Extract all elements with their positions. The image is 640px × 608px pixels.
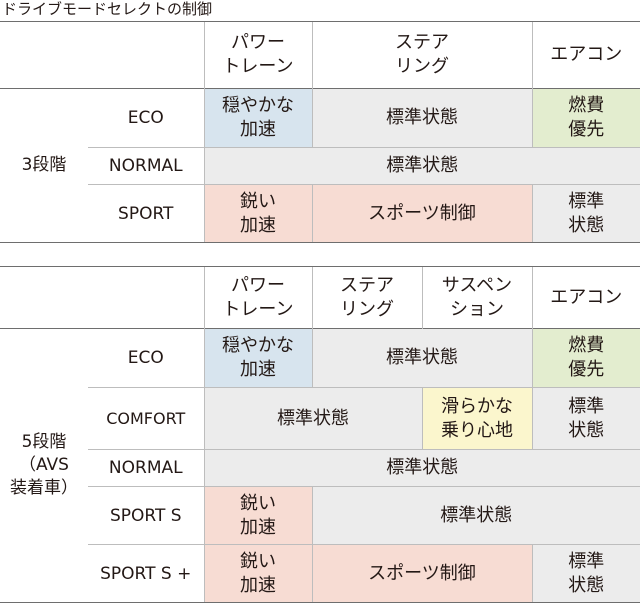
cell-text: 状態	[568, 419, 605, 441]
cell-sport-powertrain: 鋭い 加速	[203, 184, 312, 243]
cell-eco-powertrain: 穏やかな 加速	[203, 88, 312, 148]
cell-normal-all: 標準状態	[203, 449, 640, 487]
header-powertrain-line1: パワー	[231, 274, 285, 296]
header-powertrain: パワー トレーン	[203, 21, 312, 89]
cell-text: 状態	[568, 214, 605, 236]
cell-sport-s-rest: 標準状態	[311, 486, 640, 545]
cell-eco-powertrain: 穏やかな 加速	[203, 328, 312, 388]
cell-text: 乗り心地	[441, 419, 513, 441]
cell-sport-s-powertrain: 鋭い 加速	[203, 486, 312, 545]
mode-label-normal: NORMAL	[88, 147, 204, 185]
cell-text: 鋭い	[240, 550, 276, 572]
cell-text: 状態	[568, 574, 605, 596]
header-corner	[0, 21, 88, 89]
stage-label-5: 5段階 （AVS 装着車）	[0, 328, 88, 603]
cell-text: 優先	[568, 359, 605, 380]
header-steering-line2: リング	[395, 56, 449, 77]
header-aircon: エアコン	[531, 21, 640, 89]
cell-text: 優先	[568, 119, 605, 140]
cell-eco-steering: 標準状態	[311, 88, 532, 148]
header-corner-mode	[88, 266, 204, 329]
header-powertrain-line2: トレーン	[222, 56, 294, 77]
drive-mode-table-5-stage: パワー トレーン ステア リング サスペン ション エアコン 5段階 （AVS …	[0, 266, 640, 603]
mode-label-comfort: COMFORT	[88, 387, 204, 450]
cell-text: 加速	[240, 214, 276, 236]
header-steering-line1: ステア	[340, 274, 394, 296]
cell-text: 燃費	[568, 95, 605, 116]
header-suspension-line2: ション	[450, 298, 504, 320]
cell-sport-s-plus-steering-suspension: スポーツ制御	[311, 544, 532, 603]
header-powertrain-line1: パワー	[231, 32, 285, 53]
cell-text: 加速	[240, 359, 276, 380]
drive-mode-table-3-stage: パワー トレーン ステア リング エアコン 3段階 ECO 穏やかな 加速 標準…	[0, 21, 640, 243]
cell-comfort-powertrain-steering: 標準状態	[203, 387, 422, 450]
cell-normal-all: 標準状態	[203, 147, 640, 185]
cell-text: 加速	[240, 516, 276, 538]
cell-sport-s-plus-aircon: 標準 状態	[531, 544, 640, 603]
header-powertrain: パワー トレーン	[203, 266, 312, 329]
header-corner	[0, 266, 88, 329]
header-steering: ステア リング	[311, 21, 532, 89]
cell-comfort-aircon: 標準 状態	[531, 387, 640, 450]
stage-label-3: 3段階	[0, 88, 88, 243]
header-steering-line1: ステア	[395, 32, 449, 53]
header-suspension: サスペン ション	[421, 266, 532, 329]
cell-text: 加速	[240, 119, 276, 140]
stage-label-line1: 5段階	[21, 432, 67, 452]
mode-label-sport-s: SPORT S	[88, 486, 204, 545]
cell-text: 標準	[568, 190, 605, 212]
cell-text: 標準	[568, 550, 605, 572]
cell-sport-s-plus-powertrain: 鋭い 加速	[203, 544, 312, 603]
cell-text: 滑らかな	[441, 395, 513, 417]
cell-text: 穏やかな	[222, 335, 294, 356]
header-suspension-line1: サスペン	[441, 274, 513, 296]
mode-label-eco: ECO	[88, 88, 204, 148]
cell-eco-aircon: 燃費 優先	[531, 328, 640, 388]
mode-label-sport: SPORT	[88, 184, 204, 243]
mode-label-eco: ECO	[88, 328, 204, 388]
cell-eco-aircon: 燃費 優先	[531, 88, 640, 148]
cell-text: 標準	[568, 395, 605, 417]
header-steering: ステア リング	[311, 266, 422, 329]
header-corner-mode	[88, 21, 204, 89]
header-powertrain-line2: トレーン	[222, 298, 294, 320]
cell-eco-steering-suspension: 標準状態	[311, 328, 532, 388]
cell-comfort-suspension: 滑らかな 乗り心地	[421, 387, 532, 450]
cell-text: 加速	[240, 574, 276, 596]
stage-label-line2: （AVS	[19, 455, 69, 475]
header-aircon: エアコン	[531, 266, 640, 329]
cell-text: 鋭い	[240, 492, 276, 514]
stage-label-line3: 装着車）	[10, 478, 78, 498]
cell-text: 鋭い	[240, 190, 276, 212]
cell-sport-steering: スポーツ制御	[311, 184, 532, 243]
cell-text: 穏やかな	[222, 95, 294, 116]
header-steering-line2: リング	[340, 298, 394, 320]
cell-text: 燃費	[568, 335, 605, 356]
cell-sport-aircon: 標準 状態	[531, 184, 640, 243]
mode-label-sport-s-plus: SPORT S +	[88, 544, 204, 603]
page-title: ドライブモードセレクトの制御	[2, 0, 213, 18]
mode-label-normal: NORMAL	[88, 449, 204, 487]
